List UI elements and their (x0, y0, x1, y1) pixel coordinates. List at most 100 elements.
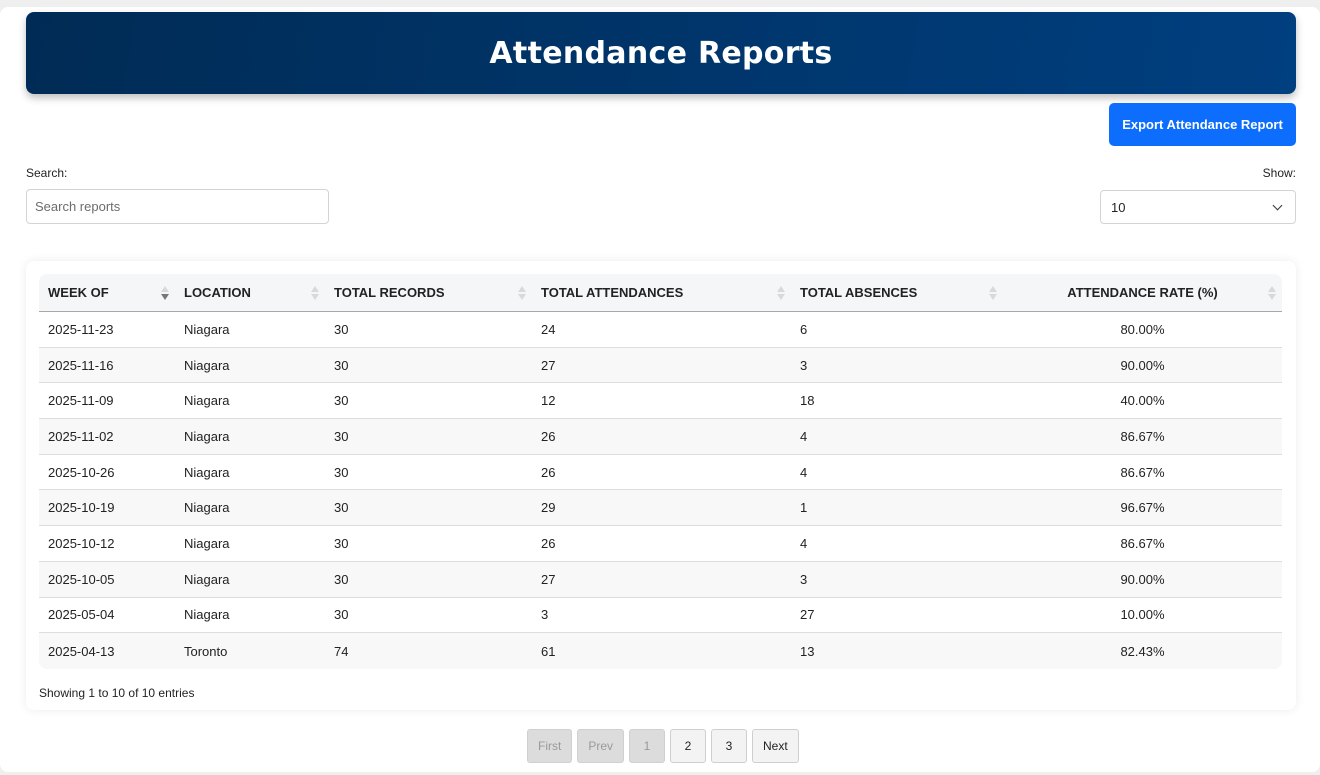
total-absences-cell: 4 (791, 526, 1003, 562)
week-of-cell: 2025-04-13 (39, 633, 175, 669)
total-attendances-cell: 27 (532, 347, 791, 384)
table-row: 2025-05-04 Niagara 30 3 27 10.00% (39, 598, 1282, 634)
total-absences-cell: 3 (791, 347, 1003, 384)
total-attendances-cell: 26 (532, 526, 791, 562)
location-cell: Niagara (175, 598, 325, 634)
table-row: 2025-11-23 Niagara 30 24 6 80.00% (39, 312, 1282, 348)
table-row: 2025-10-19 Niagara 30 29 1 96.67% (39, 490, 1282, 527)
page-size-select[interactable]: 10 (1100, 190, 1296, 224)
page-size-value: 10 (1111, 199, 1126, 215)
prev-page-button[interactable]: Prev (577, 729, 625, 763)
sort-icon (518, 286, 526, 301)
table-row: 2025-10-26 Niagara 30 26 4 86.67% (39, 455, 1282, 491)
first-page-button[interactable]: First (527, 729, 573, 763)
attendance-rate-cell: 86.67% (1003, 526, 1282, 562)
search-label: Search: (26, 166, 68, 180)
sort-icon (777, 286, 785, 301)
table-row: 2025-10-12 Niagara 30 26 4 86.67% (39, 526, 1282, 562)
reports-table-card: WEEK OF LOCATION TOTAL RECORDS TOTAL ATT… (26, 261, 1296, 710)
table-row: 2025-11-09 Niagara 30 12 18 40.00% (39, 383, 1282, 420)
total-records-cell: 30 (325, 312, 532, 348)
page-button-2[interactable]: 2 (670, 729, 707, 763)
total-attendances-cell: 3 (532, 598, 791, 634)
total-records-cell: 30 (325, 419, 532, 455)
week-of-cell: 2025-11-02 (39, 419, 175, 455)
attendance-rate-cell: 80.00% (1003, 312, 1282, 348)
week-of-cell: 2025-10-05 (39, 561, 175, 598)
week-of-cell: 2025-11-09 (39, 383, 175, 420)
export-attendance-report-button[interactable]: Export Attendance Report (1109, 103, 1296, 146)
total-absences-cell: 1 (791, 490, 1003, 527)
location-cell: Toronto (175, 633, 325, 669)
location-cell: Niagara (175, 455, 325, 491)
location-cell: Niagara (175, 312, 325, 348)
attendance-rate-cell: 96.67% (1003, 490, 1282, 527)
total-attendances-cell: 26 (532, 455, 791, 491)
reports-table: WEEK OF LOCATION TOTAL RECORDS TOTAL ATT… (39, 274, 1282, 669)
table-row: 2025-11-16 Niagara 30 27 3 90.00% (39, 347, 1282, 384)
location-cell: Niagara (175, 419, 325, 455)
total-records-cell: 30 (325, 490, 532, 527)
attendance-rate-cell: 10.00% (1003, 598, 1282, 634)
column-header-week-of[interactable]: WEEK OF (39, 274, 175, 312)
page-container: Attendance Reports Export Attendance Rep… (0, 7, 1320, 772)
location-cell: Niagara (175, 561, 325, 598)
chevron-down-icon (1272, 200, 1283, 210)
total-absences-cell: 4 (791, 455, 1003, 491)
page-button-1[interactable]: 1 (629, 729, 666, 763)
total-absences-cell: 27 (791, 598, 1003, 634)
attendance-rate-cell: 82.43% (1003, 633, 1282, 669)
total-attendances-cell: 24 (532, 312, 791, 348)
page-header: Attendance Reports (26, 12, 1296, 94)
total-records-cell: 74 (325, 633, 532, 669)
next-page-button[interactable]: Next (752, 729, 799, 763)
location-cell: Niagara (175, 526, 325, 562)
column-header-total-records[interactable]: TOTAL RECORDS (325, 274, 532, 312)
total-records-cell: 30 (325, 561, 532, 598)
total-attendances-cell: 26 (532, 419, 791, 455)
table-row: 2025-11-02 Niagara 30 26 4 86.67% (39, 419, 1282, 455)
attendance-rate-cell: 90.00% (1003, 347, 1282, 384)
attendance-rate-cell: 90.00% (1003, 561, 1282, 598)
week-of-cell: 2025-11-16 (39, 347, 175, 384)
week-of-cell: 2025-10-19 (39, 490, 175, 527)
column-header-attendance-rate[interactable]: ATTENDANCE RATE (%) (1003, 274, 1282, 312)
table-info: Showing 1 to 10 of 10 entries (39, 686, 195, 700)
week-of-cell: 2025-05-04 (39, 598, 175, 634)
total-absences-cell: 6 (791, 312, 1003, 348)
attendance-rate-cell: 86.67% (1003, 455, 1282, 491)
total-records-cell: 30 (325, 526, 532, 562)
total-records-cell: 30 (325, 347, 532, 384)
sort-icon (1268, 286, 1276, 301)
total-absences-cell: 13 (791, 633, 1003, 669)
pagination: First Prev 1 2 3 Next (527, 729, 799, 763)
search-input[interactable] (26, 189, 329, 224)
location-cell: Niagara (175, 347, 325, 384)
column-header-total-absences[interactable]: TOTAL ABSENCES (791, 274, 1003, 312)
total-attendances-cell: 29 (532, 490, 791, 527)
location-cell: Niagara (175, 383, 325, 420)
total-absences-cell: 4 (791, 419, 1003, 455)
page-button-3[interactable]: 3 (711, 729, 748, 763)
page-size-label: Show: (1262, 166, 1296, 180)
table-row: 2025-10-05 Niagara 30 27 3 90.00% (39, 561, 1282, 598)
location-cell: Niagara (175, 490, 325, 527)
total-attendances-cell: 27 (532, 561, 791, 598)
week-of-cell: 2025-10-26 (39, 455, 175, 491)
page-title: Attendance Reports (489, 35, 833, 71)
table-header-row: WEEK OF LOCATION TOTAL RECORDS TOTAL ATT… (39, 274, 1282, 312)
column-header-location[interactable]: LOCATION (175, 274, 325, 312)
total-records-cell: 30 (325, 383, 532, 420)
column-header-total-attendances[interactable]: TOTAL ATTENDANCES (532, 274, 791, 312)
table-row: 2025-04-13 Toronto 74 61 13 82.43% (39, 633, 1282, 669)
attendance-rate-cell: 40.00% (1003, 383, 1282, 420)
week-of-cell: 2025-11-23 (39, 312, 175, 348)
attendance-rate-cell: 86.67% (1003, 419, 1282, 455)
sort-icon (311, 286, 319, 301)
sort-icon (989, 286, 997, 301)
total-absences-cell: 3 (791, 561, 1003, 598)
total-records-cell: 30 (325, 455, 532, 491)
total-attendances-cell: 61 (532, 633, 791, 669)
total-absences-cell: 18 (791, 383, 1003, 420)
week-of-cell: 2025-10-12 (39, 526, 175, 562)
